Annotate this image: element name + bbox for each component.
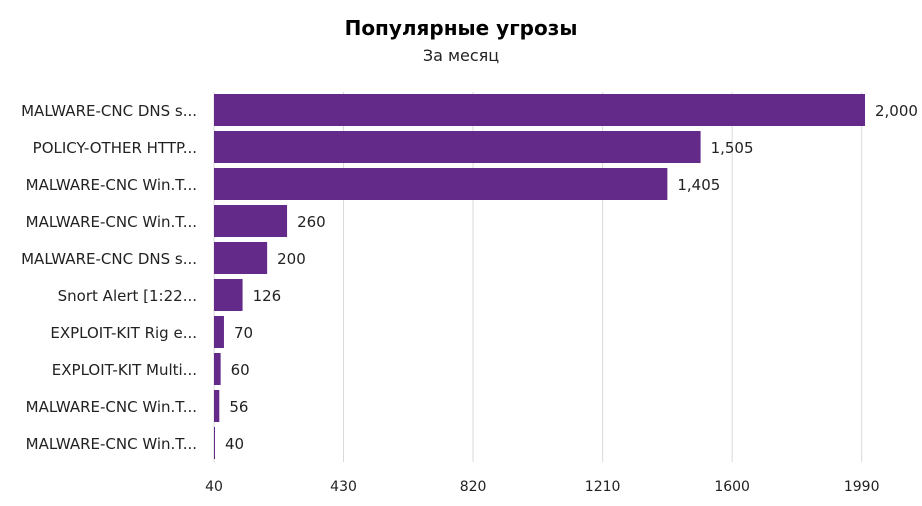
bar [214,242,268,274]
x-tick-label: 1990 [844,479,880,495]
data-label: 2,000 [875,102,918,120]
category-label: MALWARE-CNC Win.T... [26,176,197,194]
data-label: 1,505 [711,139,754,157]
bar [214,94,865,126]
category-label: EXPLOIT-KIT Rig e... [50,324,197,342]
x-tick-label: 430 [330,479,357,495]
x-tick-label: 1210 [585,479,621,495]
data-label: 200 [277,250,306,268]
bar [214,316,224,348]
bar [214,131,701,163]
category-label: POLICY-OTHER HTTP... [33,139,197,157]
bar [214,353,221,385]
bar [214,427,215,459]
data-label: 40 [225,435,244,453]
bar [214,168,668,200]
chart-subtitle: За месяц [422,46,500,65]
category-label: MALWARE-CNC DNS s... [21,102,197,120]
data-label: 60 [231,361,250,379]
x-tick-label: 40 [205,479,223,495]
bar [214,279,243,311]
data-label: 70 [234,324,253,342]
bar [214,390,220,422]
bar [214,205,288,237]
data-label: 126 [253,287,282,305]
x-tick-label: 820 [460,479,487,495]
category-label: EXPLOIT-KIT Multi... [52,361,197,379]
category-label: Snort Alert [1:22... [58,287,197,305]
data-label: 56 [229,398,248,416]
x-tick-label: 1600 [714,479,750,495]
category-label: MALWARE-CNC DNS s... [21,250,197,268]
category-label: MALWARE-CNC Win.T... [26,398,197,416]
category-label: MALWARE-CNC Win.T... [26,435,197,453]
data-label: 260 [297,213,326,231]
data-label: 1,405 [677,176,720,194]
chart-title: Популярные угрозы [344,16,578,40]
category-label: MALWARE-CNC Win.T... [26,213,197,231]
